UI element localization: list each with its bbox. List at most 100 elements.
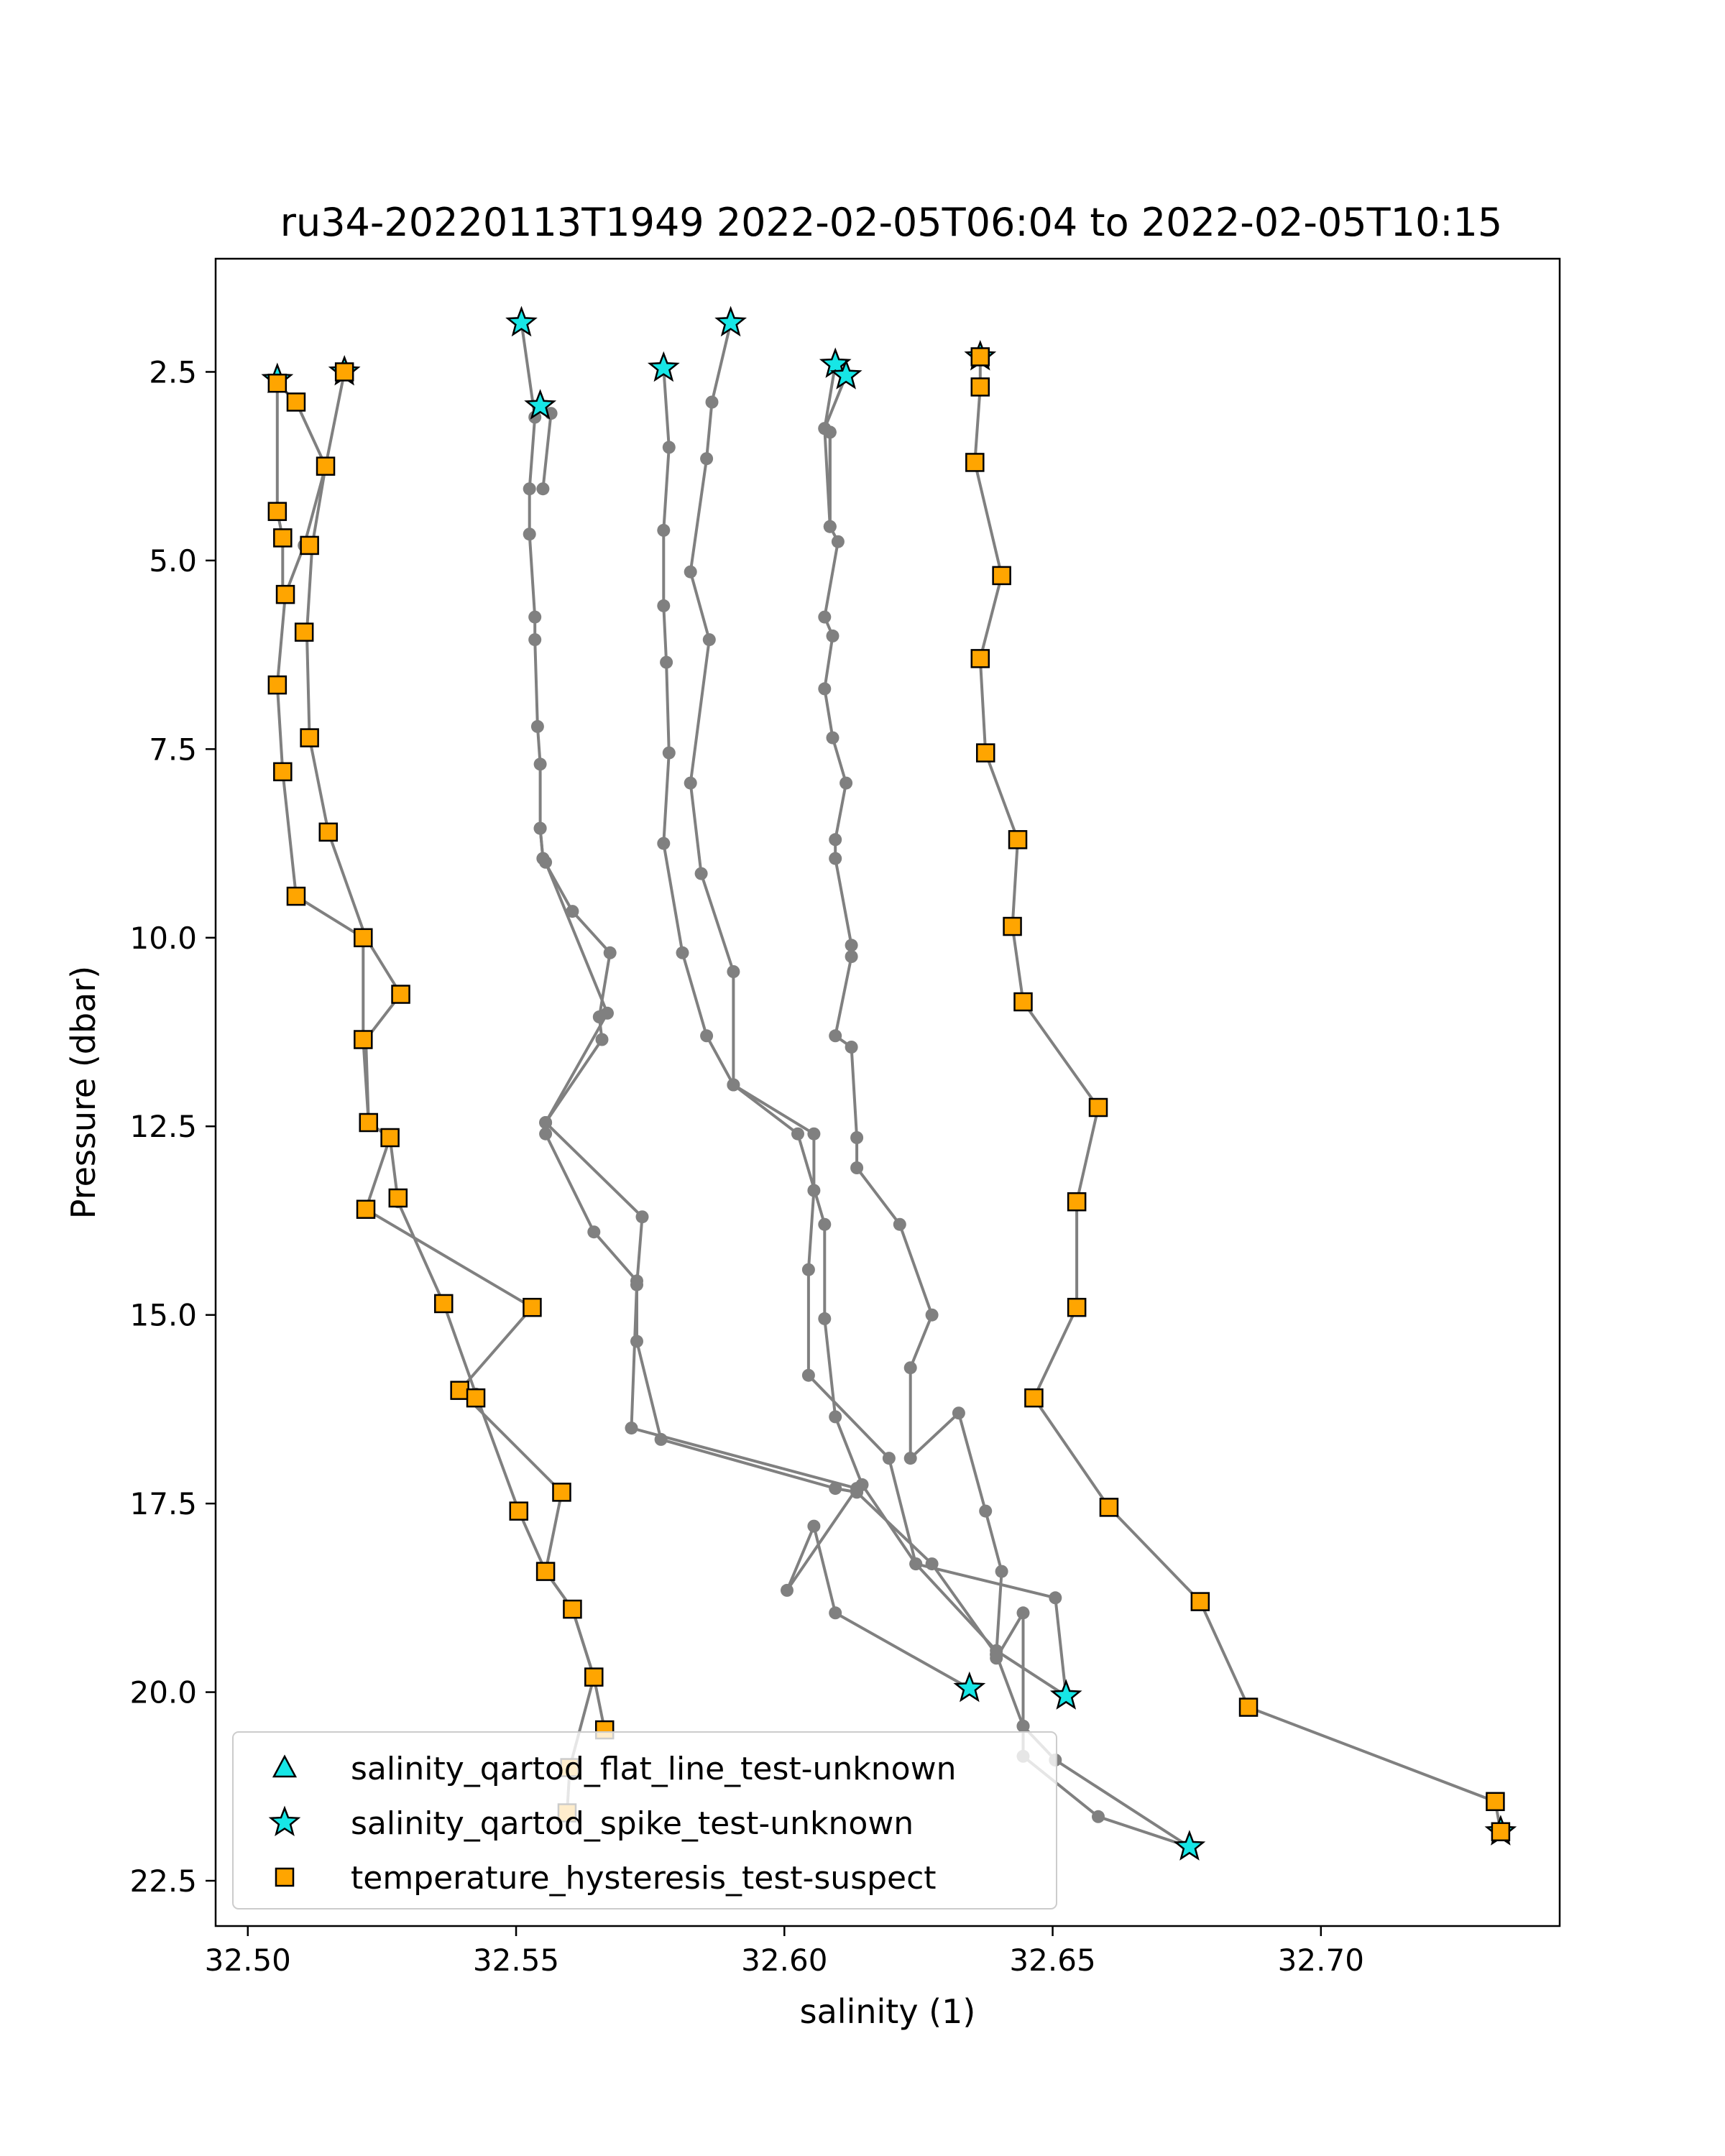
x-tick-label: 32.50 — [205, 1943, 291, 1978]
profile-point — [826, 731, 840, 745]
profile-point — [702, 633, 716, 647]
square-flag-marker — [275, 584, 295, 604]
square-flag-marker — [354, 928, 373, 948]
profile-point — [855, 1478, 869, 1491]
profile-point — [850, 1131, 864, 1144]
x-tick-label: 32.55 — [473, 1943, 559, 1978]
profile-point — [1049, 1591, 1062, 1605]
profile-point — [995, 1565, 1008, 1578]
profile-point — [925, 1308, 939, 1322]
profile-point — [1092, 1810, 1105, 1823]
profile-point — [533, 821, 547, 835]
profile-point — [676, 946, 689, 959]
flag-markers-layer — [261, 305, 1517, 1861]
square-flag-marker — [1088, 1097, 1108, 1118]
profile-point — [801, 1368, 815, 1382]
square-flag-marker — [1099, 1498, 1119, 1517]
legend-triangle-icon — [272, 1754, 298, 1778]
profile-point — [700, 1029, 714, 1043]
square-flag-marker — [523, 1297, 542, 1317]
y-tick-label: 17.5 — [129, 1486, 197, 1521]
square-flag-marker — [267, 675, 288, 695]
square-flag-marker — [509, 1501, 529, 1521]
y-tick-label: 15.0 — [129, 1298, 197, 1333]
profile-point — [595, 1033, 609, 1046]
profile-point — [684, 776, 697, 790]
star-flag-marker — [1049, 1679, 1082, 1710]
square-flag-marker — [975, 743, 995, 763]
profile-line — [823, 374, 847, 528]
square-flag-marker — [300, 728, 319, 747]
star-flag-marker — [714, 305, 748, 337]
y-tick-label: 20.0 — [129, 1675, 197, 1710]
profile-point — [903, 1361, 917, 1375]
profile-point — [625, 1422, 638, 1435]
profile-point — [823, 520, 837, 533]
square-flag-marker — [380, 1128, 400, 1148]
square-flag-marker — [388, 1188, 408, 1208]
profile-point — [662, 746, 676, 760]
profile-point — [826, 629, 840, 642]
square-flag-marker — [535, 1562, 556, 1581]
square-flag-marker — [318, 822, 339, 842]
profile-point — [909, 1557, 923, 1571]
profile-point — [781, 1583, 794, 1597]
star-flag-marker — [953, 1671, 986, 1703]
y-tick-label: 5.0 — [149, 543, 197, 579]
y-tick-label: 7.5 — [149, 732, 197, 767]
profile-point — [979, 1504, 993, 1518]
profile-point — [1016, 1719, 1030, 1733]
square-flag-marker — [466, 1388, 486, 1408]
x-axis-ticks: 32.50 32.55 32.60 32.65 32.70 — [205, 1926, 1364, 1978]
profile-point — [523, 528, 536, 541]
chart-title: ru34-20220113T1949 2022-02-05T06:04 to 2… — [280, 200, 1502, 245]
x-tick-label: 32.70 — [1278, 1943, 1364, 1978]
profile-point — [727, 1078, 740, 1092]
profile-point — [823, 425, 837, 439]
square-flag-marker — [1024, 1388, 1044, 1408]
profile-point — [818, 1217, 832, 1231]
profile-point — [829, 1029, 842, 1043]
profile-point — [801, 1263, 815, 1276]
square-flag-marker — [334, 362, 354, 382]
profile-point — [657, 523, 671, 537]
profile-point — [850, 1161, 864, 1174]
x-axis-label: salinity (1) — [800, 1992, 976, 2031]
profile-point — [528, 610, 542, 624]
square-flag-marker — [434, 1294, 454, 1314]
profile-point — [845, 1041, 858, 1054]
profile-point — [539, 1116, 553, 1129]
profile-point — [694, 867, 708, 880]
star-flag-marker — [647, 351, 680, 382]
profile-point — [657, 599, 671, 612]
square-flag-marker — [1013, 992, 1033, 1012]
profile-point — [662, 441, 676, 454]
star-flag-marker — [829, 359, 862, 390]
y-tick-label: 2.5 — [149, 354, 197, 390]
profile-point — [700, 452, 714, 466]
square-flag-marker — [970, 377, 990, 397]
profile-point — [539, 855, 553, 869]
square-flag-marker — [552, 1483, 571, 1502]
profile-point — [807, 1127, 821, 1141]
square-flag-marker — [316, 456, 336, 476]
x-tick-label: 32.65 — [1009, 1943, 1095, 1978]
profile-point — [684, 565, 697, 579]
profile-point — [530, 719, 544, 733]
profile-point — [523, 482, 536, 496]
y-tick-label: 12.5 — [129, 1109, 197, 1144]
square-flag-marker — [992, 566, 1011, 586]
profile-point — [903, 1452, 917, 1465]
profile-point — [1016, 1606, 1030, 1620]
square-flag-marker — [1067, 1297, 1087, 1317]
square-flag-marker — [563, 1599, 582, 1619]
square-flag-marker — [354, 1030, 373, 1049]
square-flag-marker — [1003, 916, 1022, 936]
square-flag-marker — [273, 528, 293, 548]
profile-point — [893, 1217, 906, 1231]
profile-point — [635, 1210, 649, 1224]
profile-point — [705, 395, 719, 409]
y-axis-ticks: 2.5 5.0 7.5 10.0 12.5 15.0 17.5 20.0 22.5 — [129, 354, 216, 1899]
profile-point — [829, 833, 842, 847]
square-flag-marker — [300, 535, 319, 556]
